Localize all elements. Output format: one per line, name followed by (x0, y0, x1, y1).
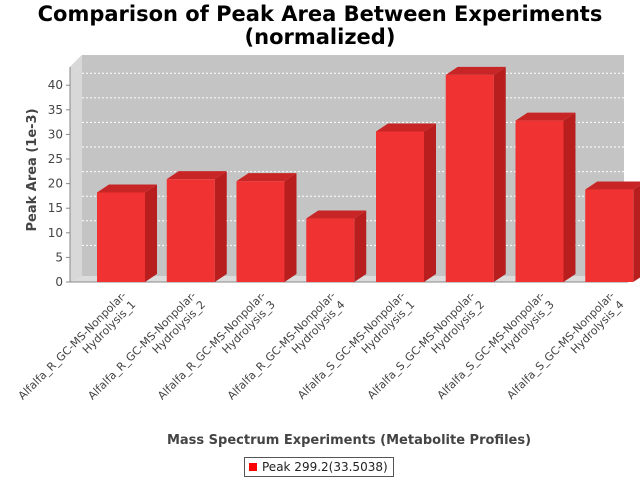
y-tick-label: 20 (48, 177, 63, 191)
bar-top (515, 112, 576, 121)
bar-side (214, 171, 227, 282)
bar-top (97, 184, 157, 193)
bar-top (445, 66, 506, 75)
bar-top (306, 210, 367, 219)
bar-top (376, 123, 436, 132)
bar-top (166, 171, 227, 180)
bar-side (493, 66, 506, 282)
bar (445, 74, 494, 282)
y-axis-label: Peak Area (1e-3) (25, 108, 40, 231)
bar-top (585, 181, 640, 190)
bar-side (145, 184, 157, 282)
bar (376, 131, 424, 282)
chart-subtitle: (normalized) (245, 25, 396, 49)
y-tick-label: 5 (55, 250, 63, 264)
bar (515, 120, 564, 282)
y-tick-label: 0 (55, 275, 63, 289)
x-axis-label: Mass Spectrum Experiments (Metabolite Pr… (167, 433, 531, 448)
bar-side (284, 173, 297, 282)
legend-swatch (249, 463, 257, 471)
bar-side (354, 210, 367, 282)
y-tick-label: 25 (48, 152, 63, 166)
x-tick-label: Alfalfa_R_GC-MS-Nonpolar-Hydrolysis_1 (16, 289, 139, 412)
bar (236, 181, 285, 282)
bar (97, 192, 145, 282)
bar-top (236, 173, 297, 182)
y-tick-label: 35 (48, 103, 63, 117)
bar (585, 189, 634, 282)
y-tick-label: 40 (48, 78, 63, 92)
bar-side (633, 185, 640, 282)
bar (306, 218, 355, 282)
bar (166, 179, 215, 282)
y-tick-label: 30 (48, 127, 63, 141)
chart-title: Comparison of Peak Area Between Experime… (38, 2, 603, 26)
y-tick-label: 10 (48, 226, 63, 240)
legend-label: Peak 299.2(33.5038) (262, 460, 388, 474)
legend: Peak 299.2(33.5038) (244, 457, 394, 477)
bar-side (563, 112, 576, 282)
plot-side-wall (70, 55, 82, 282)
bar-side (424, 123, 436, 282)
y-tick-label: 15 (48, 201, 63, 215)
